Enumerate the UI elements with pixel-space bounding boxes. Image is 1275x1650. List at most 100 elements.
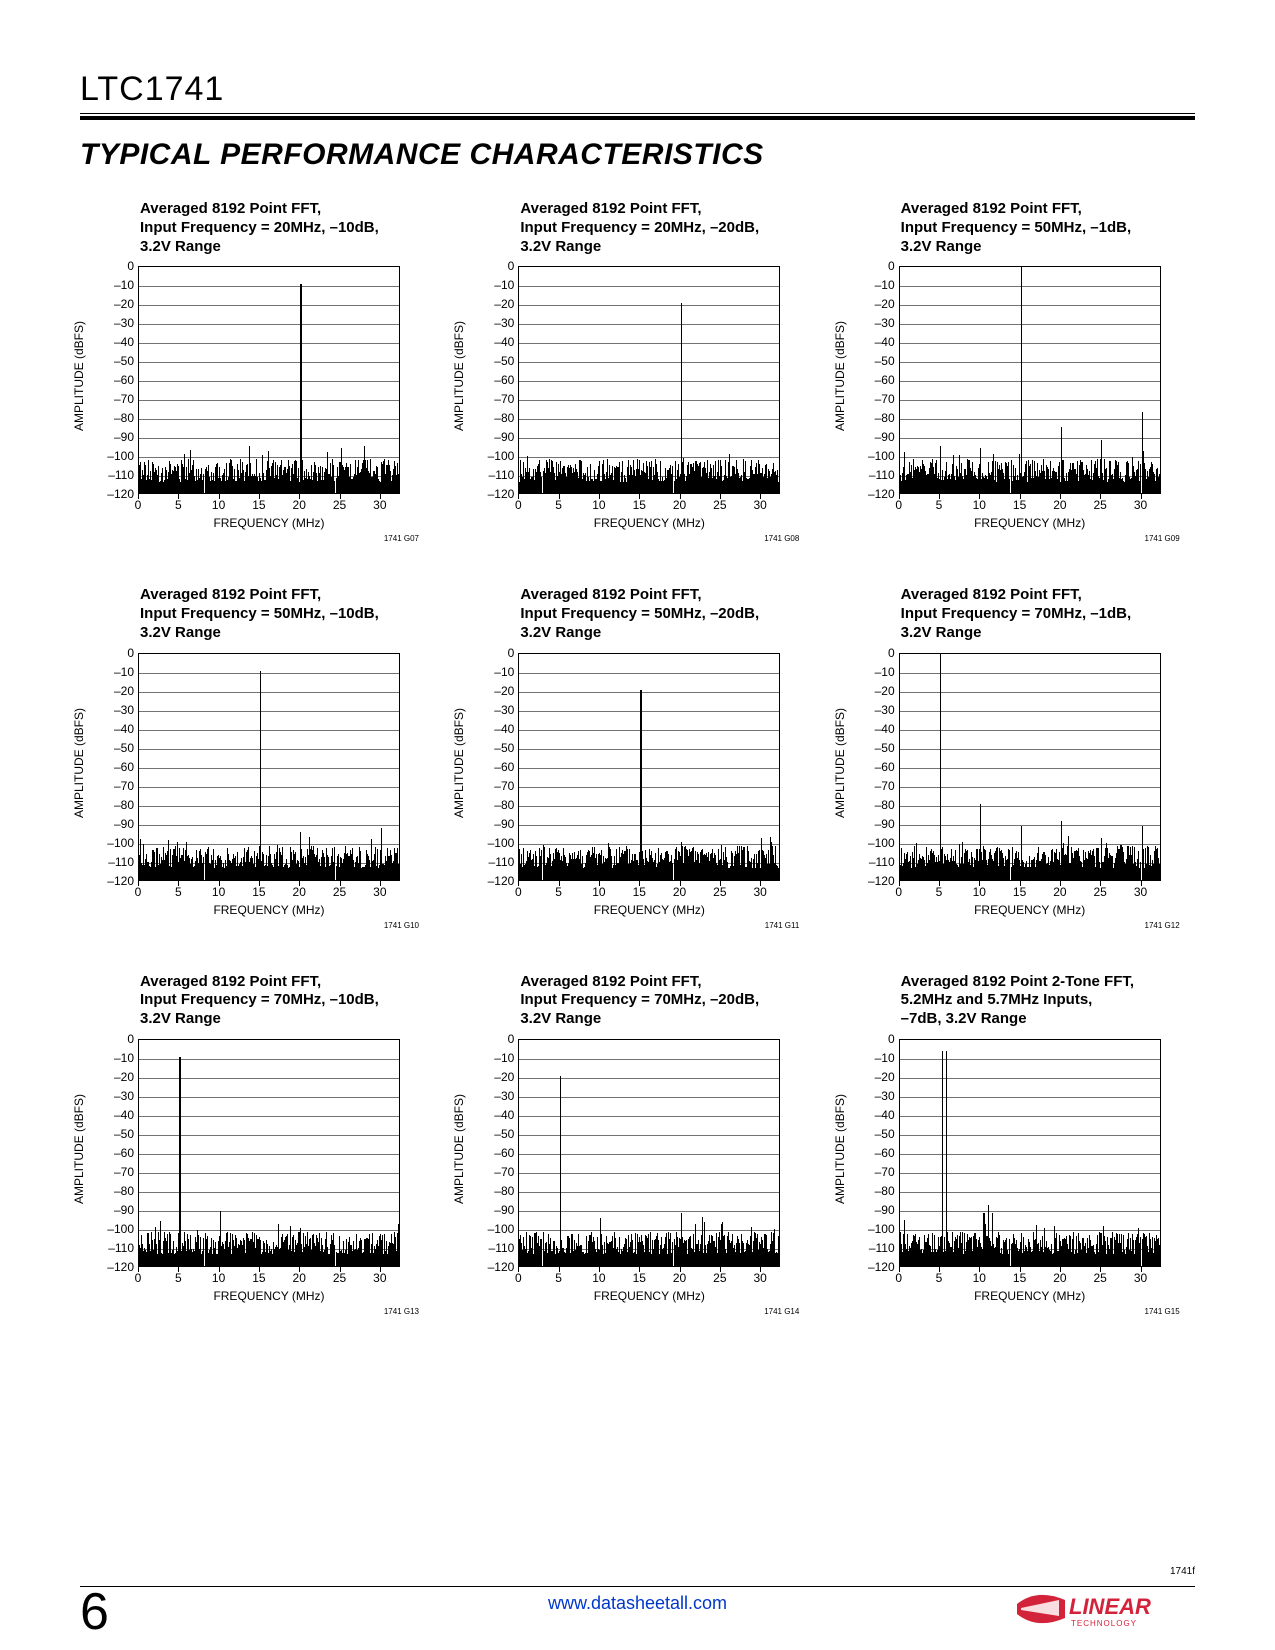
chart-title: Averaged 8192 Point FFT, Input Frequency…: [520, 586, 814, 642]
x-tick-label: 10: [212, 1271, 225, 1285]
y-tick-label: –110: [460, 855, 514, 869]
chart-area: 0–10–20–30–40–50–60–70–80–90–100–110–120…: [460, 649, 805, 939]
fft-peak: [560, 1076, 562, 1266]
y-tick-label: –90: [460, 430, 514, 444]
x-tick-label: 15: [252, 498, 265, 512]
y-tick-label: –50: [460, 741, 514, 755]
x-tick-label: 15: [1013, 885, 1026, 899]
fft-peak: [300, 284, 302, 493]
section-title: TYPICAL PERFORMANCE CHARACTERISTICS: [80, 138, 1195, 172]
y-tick-label: –50: [460, 354, 514, 368]
x-tick-label: 25: [713, 1271, 726, 1285]
x-tick-label: 5: [175, 885, 182, 899]
chart-area: 0–10–20–30–40–50–60–70–80–90–100–110–120…: [80, 262, 425, 552]
fft-peak: [946, 1051, 948, 1266]
figure-code: 1741 G10: [384, 921, 419, 930]
x-tick-label: 20: [673, 885, 686, 899]
y-tick-label: –40: [80, 1108, 134, 1122]
fft-peak: [940, 446, 941, 494]
y-tick-label: –30: [460, 1089, 514, 1103]
chart-cell: Averaged 8192 Point FFT, Input Frequency…: [80, 973, 434, 1325]
x-tick-label: 20: [293, 885, 306, 899]
x-axis-label: FREQUENCY (MHz): [899, 1289, 1161, 1303]
y-tick-label: –80: [841, 1184, 895, 1198]
x-tick-label: 15: [633, 498, 646, 512]
chart-title: Averaged 8192 Point FFT, Input Frequency…: [140, 200, 434, 256]
x-tick-label: 30: [753, 498, 766, 512]
y-tick-label: –60: [460, 760, 514, 774]
figure-code: 1741 G12: [1145, 921, 1180, 930]
plot-box: [518, 266, 780, 494]
y-tick-label: –70: [841, 779, 895, 793]
y-tick-label: –110: [80, 855, 134, 869]
y-tick-label: –110: [80, 468, 134, 482]
y-tick-label: –90: [80, 1203, 134, 1217]
x-tick-label: 20: [673, 1271, 686, 1285]
y-tick-label: –10: [80, 278, 134, 292]
y-tick-label: –40: [80, 335, 134, 349]
y-tick-label: –110: [841, 1241, 895, 1255]
chart-area: 0–10–20–30–40–50–60–70–80–90–100–110–120…: [841, 649, 1186, 939]
y-tick-label: –100: [460, 836, 514, 850]
x-tick-label: 30: [373, 885, 386, 899]
y-tick-label: –70: [460, 779, 514, 793]
y-tick-label: –50: [841, 354, 895, 368]
fft-peak: [1142, 826, 1143, 879]
y-tick-label: –120: [460, 874, 514, 888]
figure-code: 1741 G07: [384, 534, 419, 543]
x-tick-label: 25: [1094, 885, 1107, 899]
chart-cell: Averaged 8192 Point FFT, Input Frequency…: [841, 200, 1195, 552]
x-tick-label: 15: [633, 885, 646, 899]
x-tick-label: 30: [373, 498, 386, 512]
fft-peak: [1142, 412, 1143, 494]
plot-box: [899, 266, 1161, 494]
x-tick-label: 15: [1013, 498, 1026, 512]
x-tick-label: 5: [936, 1271, 943, 1285]
y-tick-label: –110: [841, 468, 895, 482]
x-tick-label: 0: [895, 498, 902, 512]
chart-title: Averaged 8192 Point FFT, Input Frequency…: [140, 973, 434, 1029]
y-tick-label: –70: [80, 1165, 134, 1179]
chart-cell: Averaged 8192 Point FFT, Input Frequency…: [460, 973, 814, 1325]
fft-peak: [721, 1224, 722, 1266]
x-tick-label: 0: [895, 885, 902, 899]
y-tick-label: –60: [80, 760, 134, 774]
fft-peak: [179, 1057, 181, 1266]
y-tick-label: –100: [841, 449, 895, 463]
x-axis-label: FREQUENCY (MHz): [138, 903, 400, 917]
x-tick-label: 0: [515, 498, 522, 512]
fft-peak: [600, 1218, 601, 1266]
fft-peak: [992, 1213, 993, 1266]
chart-cell: Averaged 8192 Point FFT, Input Frequency…: [460, 200, 814, 552]
y-tick-label: –60: [841, 760, 895, 774]
x-tick-label: 5: [936, 885, 943, 899]
plot-box: [899, 653, 1161, 881]
x-tick-label: 5: [175, 498, 182, 512]
plot-box: [899, 1039, 1161, 1267]
y-tick-label: –10: [841, 1051, 895, 1065]
x-tick-label: 5: [555, 885, 562, 899]
y-tick-label: –10: [80, 1051, 134, 1065]
x-tick-label: 10: [973, 498, 986, 512]
y-tick-label: –110: [460, 1241, 514, 1255]
y-tick-label: –20: [80, 1070, 134, 1084]
x-tick-label: 5: [175, 1271, 182, 1285]
y-tick-label: –70: [460, 1165, 514, 1179]
plot-box: [138, 266, 400, 494]
plot-box: [518, 653, 780, 881]
y-tick-label: –100: [460, 449, 514, 463]
x-tick-label: 15: [252, 1271, 265, 1285]
chart-title: Averaged 8192 Point 2-Tone FFT, 5.2MHz a…: [901, 973, 1195, 1029]
x-tick-label: 0: [135, 1271, 142, 1285]
header-rule-thick: [80, 116, 1195, 120]
x-tick-label: 0: [515, 1271, 522, 1285]
fft-peak: [940, 653, 942, 879]
fft-peak: [904, 1220, 905, 1266]
y-tick-label: –110: [460, 468, 514, 482]
fft-peak: [1061, 427, 1062, 494]
y-tick-label: 0: [460, 1032, 514, 1046]
y-tick-label: –90: [460, 1203, 514, 1217]
x-tick-label: 20: [673, 498, 686, 512]
y-tick-label: –40: [841, 722, 895, 736]
y-tick-label: –10: [460, 278, 514, 292]
